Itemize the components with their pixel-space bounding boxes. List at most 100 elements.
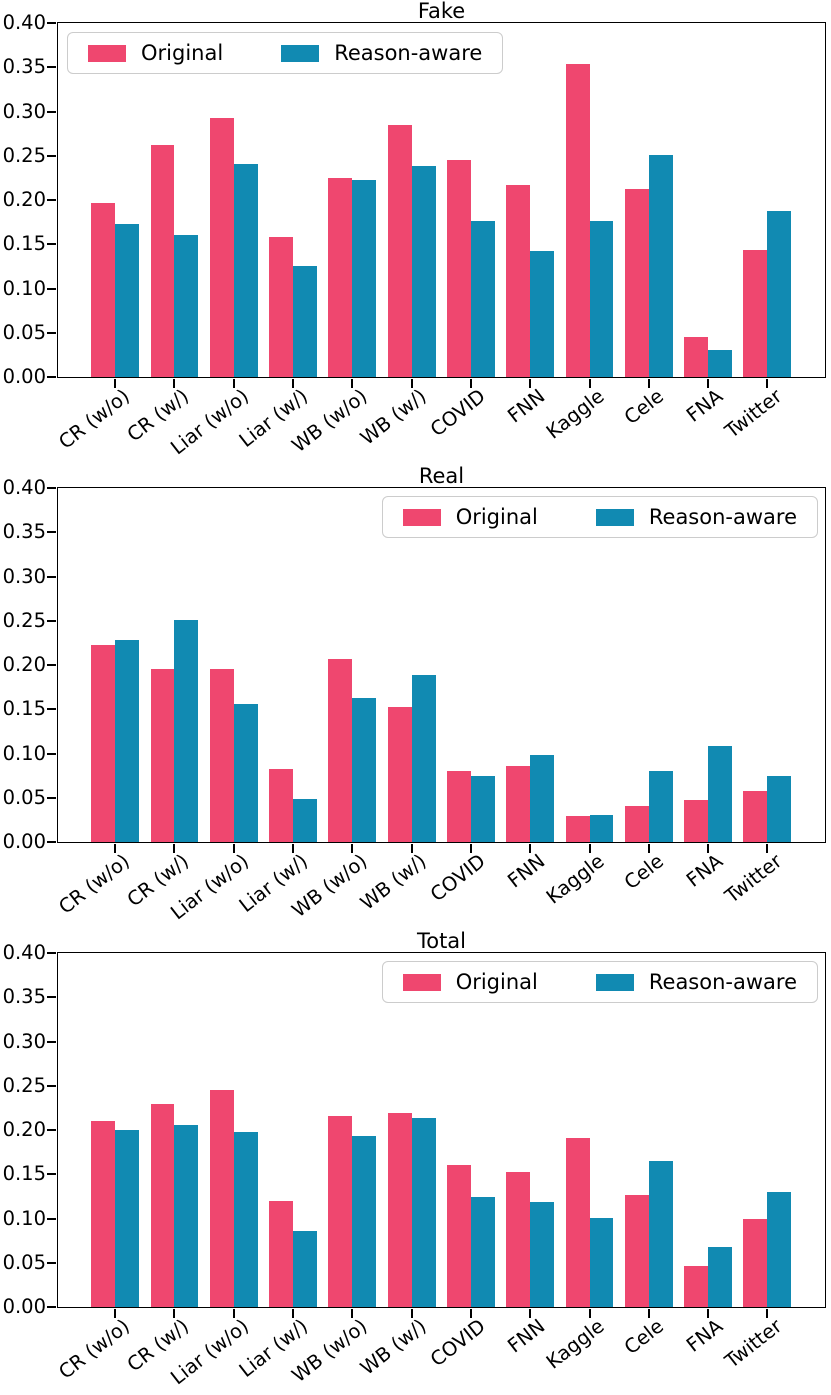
bar-original-Twitter — [743, 249, 768, 377]
y-tick-mark — [47, 287, 56, 290]
x-tick-mark — [232, 1309, 235, 1318]
x-tick-mark — [707, 844, 710, 853]
y-tick-label: 0.20 — [2, 188, 46, 211]
y-tick-mark — [47, 1306, 56, 1308]
plot-area: 0.40 0.35 0.30 0.25 0.20 0.15 0.10 0.05 0.00 CR (… — [3, 943, 826, 1389]
bar-reason-aware-WB (w/o) — [352, 179, 377, 377]
legend-label: Original — [455, 970, 538, 994]
x-tick-mark — [766, 1309, 769, 1318]
x-tick-mark — [707, 379, 710, 388]
y-tick-mark — [47, 996, 56, 999]
bar-original-Liar (w/) — [269, 237, 294, 377]
bar-reason-aware-Kaggle — [589, 814, 614, 842]
bar-original-Cele — [624, 188, 649, 377]
x-tick-label-text: CR (w/o) — [54, 1314, 135, 1384]
bar-reason-aware-Liar (w/) — [293, 266, 317, 377]
bar-reason-aware-CR (w/o) — [115, 640, 140, 842]
y-tick-label: 0.30 — [2, 99, 46, 123]
bar-reason-aware-CR (w/) — [174, 234, 199, 377]
x-tick-mark — [529, 1309, 532, 1318]
chart-real: Real 0.40 0.35 0.30 0.25 0.20 0.15 0.10 0.05 0.0… — [0, 465, 831, 930]
y-tick-mark — [47, 531, 56, 534]
y-tick-mark — [47, 66, 56, 69]
y-tick-mark — [47, 487, 56, 489]
x-tick-label-text: FNA — [682, 384, 728, 427]
y-tick-mark — [47, 664, 56, 666]
legend-swatch-reason-aware — [595, 973, 634, 991]
y-tick-label: 0.35 — [2, 520, 46, 544]
x-tick-label-text: COVID — [426, 384, 490, 442]
x-tick-label-text: FNN — [503, 1314, 550, 1358]
x-tick-mark — [469, 1309, 472, 1318]
y-tick-label: 0.15 — [2, 1162, 46, 1186]
bar-reason-aware-Cele — [648, 1160, 673, 1307]
bar-original-WB (w/) — [387, 124, 412, 377]
legend-label: Original — [455, 505, 538, 529]
x-tick-mark — [173, 379, 176, 388]
bar-original-Liar (w/) — [269, 1200, 294, 1307]
chart-title: Fake — [417, 0, 466, 23]
bar-reason-aware-FNA — [708, 745, 733, 842]
x-tick-mark — [469, 379, 472, 388]
y-tick-label: 0.15 — [2, 697, 46, 721]
bar-original-FNA — [684, 337, 709, 377]
x-tick-mark — [114, 844, 117, 853]
bar-reason-aware-FNN — [530, 251, 555, 377]
plot-area: 0.40 0.35 0.30 0.25 0.20 0.15 0.10 0.05 0.00 CR (… — [3, 478, 826, 924]
bar-original-FNN — [506, 184, 531, 377]
bar-reason-aware-CR (w/o) — [115, 223, 140, 377]
x-tick-mark — [588, 379, 591, 388]
y-tick-mark — [47, 1217, 56, 1220]
y-tick-label: 0.30 — [2, 1029, 46, 1053]
bar-original-Cele — [624, 805, 649, 842]
bar-original-CR (w/o) — [91, 644, 116, 842]
bar-reason-aware-Twitter — [767, 210, 792, 377]
y-tick-label: 0.20 — [2, 1118, 46, 1141]
x-tick-mark — [410, 1309, 413, 1318]
y-tick-label: 0.05 — [2, 320, 46, 344]
y-tick-mark — [47, 619, 56, 622]
y-tick-label: 0.40 — [2, 941, 46, 964]
bar-original-COVID — [446, 1164, 471, 1307]
y-tick-mark — [47, 199, 56, 201]
x-tick-label-text: Kaggle — [541, 849, 609, 909]
legend: Original Reason-aware — [381, 961, 818, 1003]
x-tick-mark — [173, 1309, 176, 1318]
y-tick-label: 0.05 — [2, 1250, 46, 1274]
x-tick-label-text: COVID — [426, 1314, 490, 1372]
y-tick-mark — [47, 841, 56, 843]
y-tick-mark — [47, 154, 56, 157]
bar-original-CR (w/o) — [91, 1121, 116, 1307]
bar-original-FNN — [506, 1172, 531, 1307]
y-tick-mark — [47, 1261, 56, 1264]
bar-reason-aware-CR (w/o) — [115, 1130, 140, 1307]
y-tick-mark — [47, 331, 56, 334]
x-tick-label-text: FNN — [503, 849, 550, 893]
bar-reason-aware-Liar (w/o) — [233, 163, 258, 377]
bar-reason-aware-Cele — [648, 771, 673, 842]
bar-reason-aware-Twitter — [767, 1191, 792, 1307]
y-tick-mark — [47, 22, 56, 24]
y-tick-label: 0.00 — [2, 365, 46, 388]
x-tick-label-text: Twitter — [720, 1314, 787, 1373]
x-tick-label-text: WB (w/) — [356, 1314, 431, 1380]
bar-original-WB (w/) — [387, 707, 412, 842]
x-tick-label-text: COVID — [426, 849, 490, 907]
x-tick-mark — [114, 379, 117, 388]
x-tick-mark — [647, 379, 650, 388]
bar-original-WB (w/o) — [328, 658, 353, 842]
y-tick-label: 0.10 — [2, 1206, 46, 1230]
y-tick-mark — [47, 708, 56, 711]
x-tick-label-text: CR (w/o) — [54, 384, 135, 454]
y-tick-label: 0.00 — [2, 830, 46, 853]
bar-reason-aware-WB (w/o) — [352, 1136, 377, 1307]
bar-reason-aware-WB (w/o) — [352, 697, 377, 842]
y-tick-label: 0.40 — [2, 476, 46, 499]
legend-label: Reason-aware — [648, 505, 797, 529]
bar-original-Liar (w/o) — [209, 117, 234, 377]
y-tick-mark — [47, 796, 56, 799]
x-tick-mark — [766, 844, 769, 853]
x-tick-label-text: Cele — [619, 384, 668, 430]
bar-original-Liar (w/o) — [209, 1090, 234, 1307]
chart-total: Total 0.40 0.35 0.30 0.25 0.20 0.15 0.10 0.05 0.… — [0, 930, 831, 1395]
